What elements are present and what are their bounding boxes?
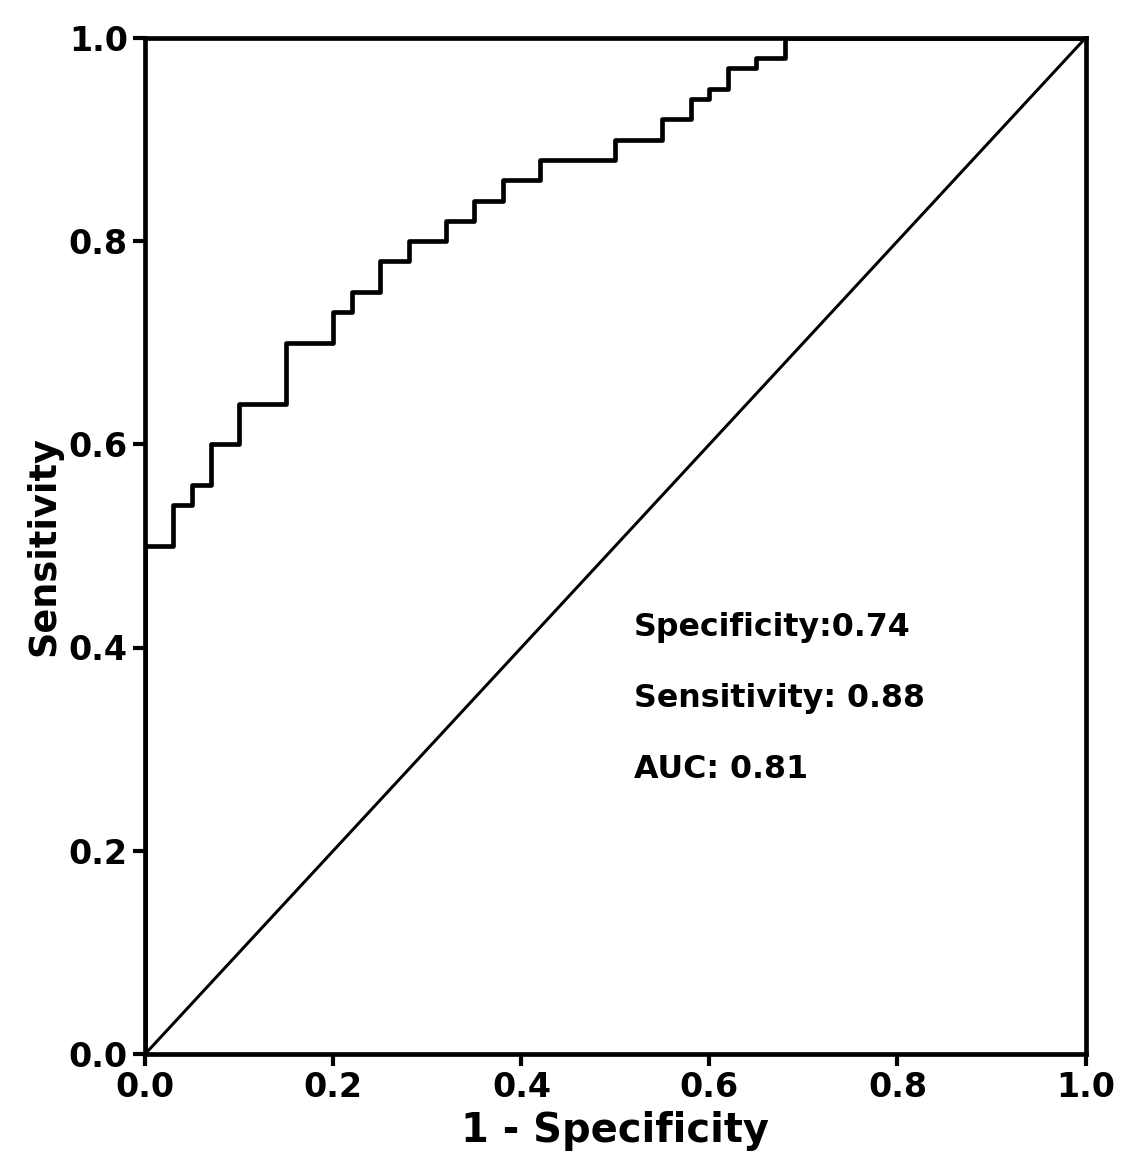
Y-axis label: Sensitivity: Sensitivity: [25, 436, 62, 656]
Text: AUC: 0.81: AUC: 0.81: [634, 754, 808, 784]
X-axis label: 1 - Specificity: 1 - Specificity: [462, 1111, 770, 1151]
Text: Specificity:0.74: Specificity:0.74: [634, 612, 911, 642]
Text: Sensitivity: 0.88: Sensitivity: 0.88: [634, 683, 926, 714]
